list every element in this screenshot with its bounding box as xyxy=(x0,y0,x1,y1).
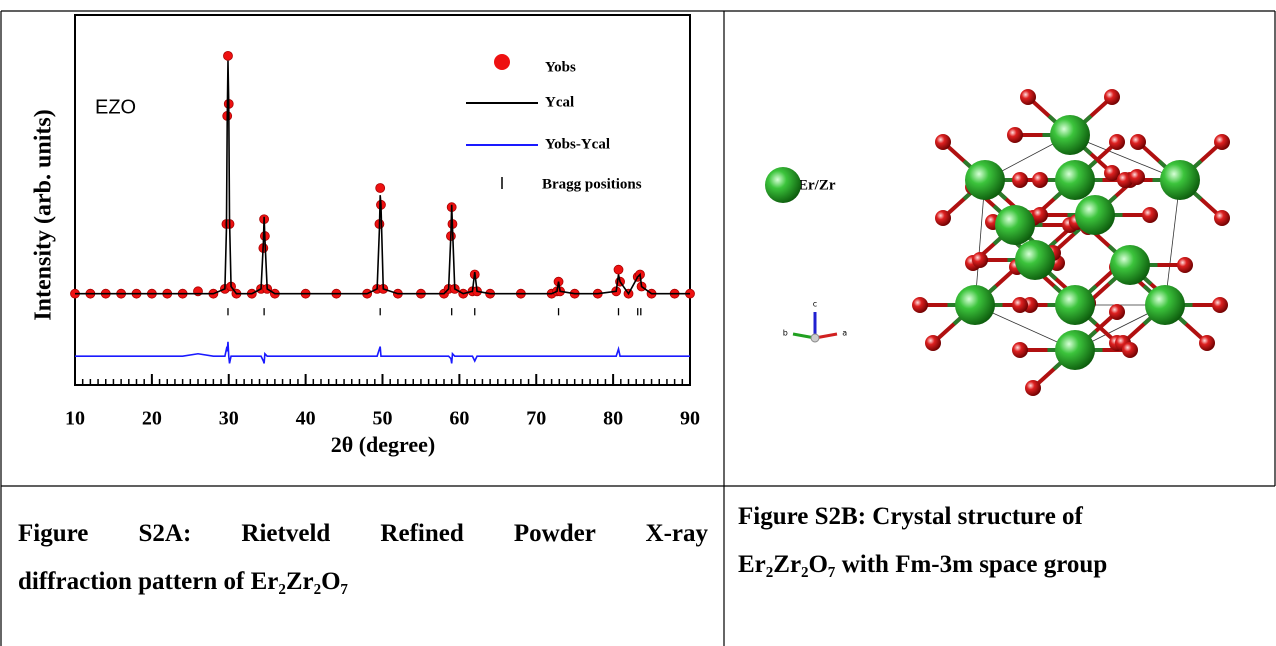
legend-label: Er/Zr xyxy=(798,177,836,193)
y-axis-title: Intensity (arb. units) xyxy=(31,109,57,320)
x-tick-label: 80 xyxy=(603,408,623,430)
x-tick-label: 20 xyxy=(142,408,162,430)
x-tick-label: 40 xyxy=(296,408,316,430)
oxygen-atom xyxy=(1177,257,1193,273)
metal-atom xyxy=(995,205,1035,245)
x-tick-label: 30 xyxy=(219,408,239,430)
oxygen-atom xyxy=(1012,297,1028,313)
caption-line: Figure S2B: Crystal structure of xyxy=(738,493,1258,541)
oxygen-atom xyxy=(1109,304,1125,320)
plot-frame xyxy=(75,15,690,385)
oxygen-atom xyxy=(1214,134,1230,150)
axis-label: c xyxy=(813,300,817,309)
x-tick-label: 90 xyxy=(680,408,700,430)
axis-label: b xyxy=(783,328,788,337)
metal-atom xyxy=(1110,245,1150,285)
metal-atom xyxy=(1015,240,1055,280)
metal-atom xyxy=(1075,195,1115,235)
data-point xyxy=(614,265,623,274)
caption-b: Figure S2B: Crystal structure of Er₂Zr₂O… xyxy=(738,493,1258,589)
caption-a: Figure S2A: Rietveld Refined Powder X-ra… xyxy=(18,510,708,606)
oxygen-atom xyxy=(1199,335,1215,351)
oxygen-atom xyxy=(1032,172,1048,188)
caption-line: Figure S2A: Rietveld Refined Powder X-ra… xyxy=(18,510,708,558)
legend-label: Ycal xyxy=(545,94,574,110)
oxygen-atom xyxy=(912,297,928,313)
metal-atom xyxy=(1160,160,1200,200)
annotation: EZO xyxy=(95,96,136,118)
oxygen-atom xyxy=(972,252,988,268)
metal-atom xyxy=(1055,285,1095,325)
oxygen-atom xyxy=(1214,210,1230,226)
oxygen-atom xyxy=(925,335,941,351)
legend-label: Yobs-Ycal xyxy=(545,136,610,152)
data-point xyxy=(223,51,232,60)
crystal-structure xyxy=(912,89,1230,396)
oxygen-atom xyxy=(1142,207,1158,223)
caption-line: diffraction pattern of Er₂Zr₂O₇ xyxy=(18,558,708,606)
metal-atom xyxy=(1050,115,1090,155)
axis-origin xyxy=(811,334,819,342)
oxygen-atom xyxy=(1012,342,1028,358)
oxygen-atom xyxy=(1130,134,1146,150)
metal-atom xyxy=(1145,285,1185,325)
oxygen-atom xyxy=(935,210,951,226)
data-point xyxy=(376,183,385,192)
x-tick-label: 50 xyxy=(373,408,393,430)
legend-marker xyxy=(494,54,510,70)
metal-atom xyxy=(965,160,1005,200)
oxygen-atom xyxy=(1020,89,1036,105)
oxygen-atom xyxy=(1007,127,1023,143)
oxygen-atom xyxy=(1104,89,1120,105)
data-line xyxy=(75,342,690,364)
x-axis-title: 2θ (degree) xyxy=(331,432,436,457)
x-tick-label: 10 xyxy=(65,408,85,430)
metal-atom xyxy=(955,285,995,325)
metal-atom xyxy=(1055,160,1095,200)
oxygen-atom xyxy=(1212,297,1228,313)
legend-label: Yobs xyxy=(545,59,576,75)
x-tick-label: 60 xyxy=(449,408,469,430)
metal-atom xyxy=(1055,330,1095,370)
legend-atom xyxy=(765,167,801,203)
oxygen-atom xyxy=(1012,172,1028,188)
oxygen-atom xyxy=(935,134,951,150)
caption-line: Er₂Zr₂O₇ with Fm-3m space group xyxy=(738,541,1258,589)
x-tick-label: 70 xyxy=(526,408,546,430)
legend-label: Bragg positions xyxy=(542,176,642,192)
oxygen-atom xyxy=(1122,342,1138,358)
oxygen-atom xyxy=(1109,134,1125,150)
oxygen-atom xyxy=(1025,380,1041,396)
oxygen-atom xyxy=(1129,169,1145,185)
page: EZO 2θ (degree) Intensity (arb. units) E… xyxy=(0,0,1276,646)
axis-label: a xyxy=(842,328,847,337)
